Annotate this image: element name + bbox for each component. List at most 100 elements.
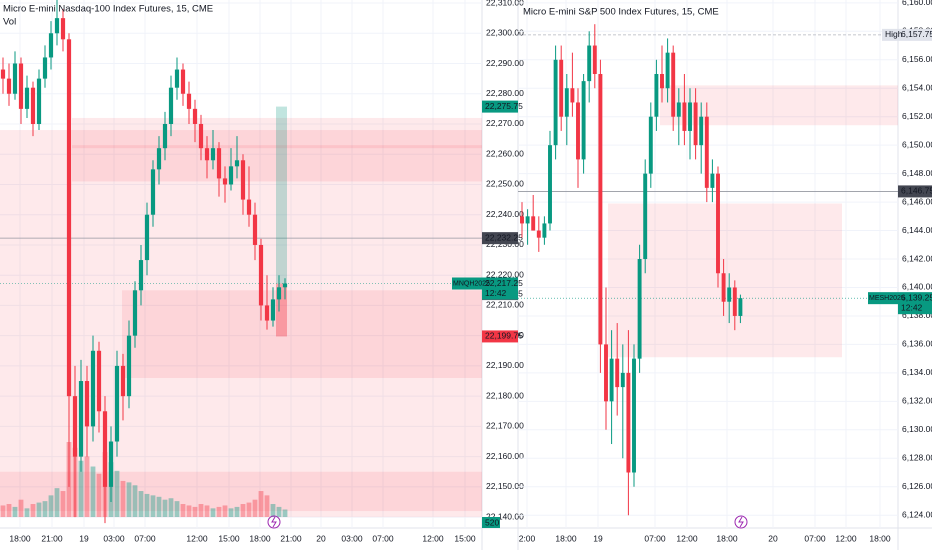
y-tick-label: 6,148.00 <box>902 168 932 178</box>
volume-bar <box>210 508 216 517</box>
candle-body <box>114 365 120 442</box>
candle-body <box>581 81 586 160</box>
candle-body <box>620 372 625 388</box>
x-tick-label: 12:00 <box>422 533 444 543</box>
candle-body <box>180 69 186 94</box>
x-tick-label: 07:00 <box>134 533 156 543</box>
y-tick-label: 6,154.00 <box>902 82 932 92</box>
candle-body <box>54 18 60 34</box>
high-tag-box <box>882 28 898 41</box>
position-target <box>276 106 287 284</box>
price-label-box <box>898 185 932 198</box>
y-tick-label: 22,170.00 <box>486 421 524 431</box>
volume-bar <box>240 504 246 517</box>
x-tick-label: 07:00 <box>644 533 666 543</box>
candle-body <box>66 39 72 397</box>
y-tick-label: 22,160.00 <box>486 451 524 461</box>
volume-bar <box>246 502 252 517</box>
candle-body <box>660 74 664 89</box>
symbol-box <box>868 292 898 305</box>
x-tick-label: 18:00 <box>249 533 271 543</box>
volume-bar <box>78 460 84 517</box>
volume-bar <box>186 505 192 517</box>
volume-bar <box>228 508 234 517</box>
volume-bar <box>114 470 120 517</box>
volume-bar <box>12 506 18 517</box>
volume-bar <box>276 506 282 517</box>
volume-bar <box>168 498 174 517</box>
y-tick-label: 6,132.00 <box>902 396 932 406</box>
event-icon-bolt <box>271 516 277 528</box>
volume-value-label: 520 <box>485 517 499 527</box>
x-tick-label: 15:00 <box>454 533 476 543</box>
volume-bar <box>30 504 36 517</box>
candle-body <box>721 273 726 302</box>
y-tick-label: 22,290.00 <box>486 58 524 68</box>
candle-body <box>738 298 743 316</box>
x-tick-label: 12:00 <box>835 533 857 543</box>
y-tick-label: 22,240.00 <box>486 209 524 219</box>
candle-body <box>615 358 620 388</box>
x-tick-label: 18:00 <box>9 533 31 543</box>
candle-body <box>18 63 24 109</box>
price-label-box <box>482 232 518 245</box>
y-tick-label: 6,156.00 <box>902 54 932 64</box>
candle-body <box>626 372 631 473</box>
y-tick-label: 22,230.00 <box>486 239 524 249</box>
x-tick-label: 18:00 <box>869 533 891 543</box>
candle-body <box>156 148 162 170</box>
event-icon[interactable] <box>734 515 748 529</box>
x-tick-label: 20 <box>768 533 778 543</box>
y-tick-label: 6,160.00 <box>902 0 932 7</box>
volume-bar <box>0 505 6 517</box>
price-label: 22,275.75 <box>485 101 523 111</box>
volume-bar <box>192 506 198 517</box>
price-label: 22,199.75 <box>485 331 523 341</box>
candle-body <box>138 260 144 291</box>
candle-body <box>564 88 569 117</box>
volume-bar <box>96 473 102 517</box>
y-tick-label: 6,140.00 <box>902 282 932 292</box>
candle-body <box>643 173 648 260</box>
volume-bar <box>126 482 132 517</box>
volume-label-box <box>482 517 500 528</box>
x-tick-label: 15:00 <box>218 533 240 543</box>
x-tick-label: 21:00 <box>280 533 302 543</box>
candle-body <box>587 45 592 82</box>
candle-body <box>637 259 642 359</box>
volume-bar <box>150 495 156 517</box>
volume-bar <box>270 504 276 517</box>
candle-body <box>102 411 108 487</box>
candle-body <box>132 290 138 336</box>
volume-bar <box>198 504 204 517</box>
last-price-box <box>898 292 932 315</box>
last-price-label: 22,217.25 <box>485 278 523 288</box>
candle-body <box>234 160 240 167</box>
volume-bar <box>132 485 138 517</box>
volume-bar <box>90 466 96 517</box>
last-price-label: 6,139.25 <box>901 292 932 302</box>
y-tick-label: 22,250.00 <box>486 179 524 189</box>
candle-body <box>42 57 48 79</box>
countdown: 12:42 <box>485 288 507 298</box>
y-tick-label: 6,142.00 <box>902 253 932 263</box>
y-tick-label: 22,180.00 <box>486 390 524 400</box>
candle-body <box>548 145 552 224</box>
candle-body <box>144 214 150 261</box>
event-icon[interactable] <box>267 515 281 529</box>
candle-body <box>24 87 30 109</box>
y-tick-label: 22,150.00 <box>486 481 524 491</box>
candle-body <box>609 358 614 402</box>
candle-body <box>632 358 636 473</box>
volume-bar <box>42 501 48 517</box>
candle-body <box>258 244 264 306</box>
candle-body <box>72 396 78 457</box>
candle-body <box>598 74 603 345</box>
chart-title: Micro E-mini Nasdaq-100 Index Futures, 1… <box>3 4 213 15</box>
x-tick-label: 20 <box>316 533 326 543</box>
candle-body <box>559 59 564 117</box>
candle-body <box>665 52 670 89</box>
y-tick-label: 6,130.00 <box>902 424 932 434</box>
